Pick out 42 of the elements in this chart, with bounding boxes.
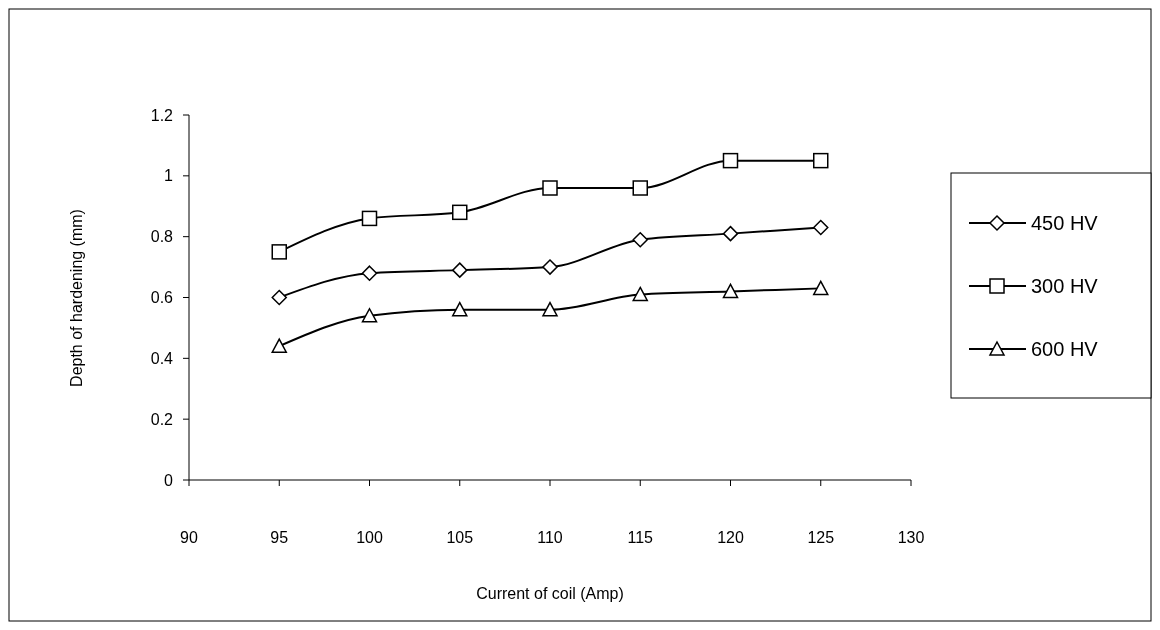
legend-label: 450 HV xyxy=(1031,212,1099,234)
x-tick-label: 120 xyxy=(717,529,744,546)
point xyxy=(452,204,468,221)
point xyxy=(361,265,378,281)
x-tick-label: 110 xyxy=(537,529,563,546)
y-tick-label: 0.2 xyxy=(150,410,174,428)
x-tick-label: 130 xyxy=(897,529,925,546)
point xyxy=(632,286,648,302)
legend-label: 300 HV xyxy=(1031,275,1099,297)
point xyxy=(813,219,829,236)
y-tick-label: 0.4 xyxy=(150,349,174,367)
y-tick-label: 0 xyxy=(164,471,174,489)
point xyxy=(542,259,558,275)
point xyxy=(542,180,558,196)
x-tick-label: 125 xyxy=(807,529,835,546)
y-tick-label: 1 xyxy=(164,167,174,185)
point xyxy=(813,152,829,169)
legend-label: 600 HV xyxy=(1031,338,1099,360)
point xyxy=(452,262,468,278)
point xyxy=(361,210,378,227)
point xyxy=(361,308,378,323)
point xyxy=(271,289,287,306)
point xyxy=(542,301,558,317)
point xyxy=(632,231,648,248)
point xyxy=(722,225,739,242)
y-axis-title: Depth of hardening (mm) xyxy=(68,209,85,387)
point xyxy=(722,283,739,299)
point xyxy=(813,280,829,296)
x-tick-label: 105 xyxy=(446,529,474,546)
x-tick-label: 100 xyxy=(356,529,383,546)
y-tick-label: 1.2 xyxy=(150,106,174,124)
point xyxy=(271,338,287,353)
x-axis-title: Current of coil (Amp) xyxy=(476,585,624,602)
y-tick-label: 0.8 xyxy=(150,228,174,246)
x-tick-label: 95 xyxy=(270,529,289,546)
y-tick-label: 0.6 xyxy=(150,289,174,307)
point xyxy=(632,180,648,196)
point xyxy=(271,244,287,260)
point xyxy=(452,301,468,317)
point xyxy=(722,152,739,169)
x-tick-label: 115 xyxy=(627,529,654,546)
x-tick-label: 90 xyxy=(180,529,198,546)
